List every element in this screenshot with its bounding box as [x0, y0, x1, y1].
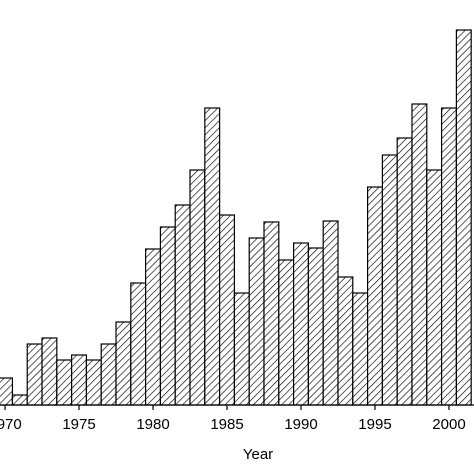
x-tick-label: 1985	[210, 416, 243, 433]
x-tick-label: 1975	[62, 416, 95, 433]
x-axis-label: Year	[243, 446, 273, 463]
x-tick-label: 1990	[284, 416, 317, 433]
bar	[115, 321, 132, 406]
bar	[248, 237, 265, 406]
bar	[352, 292, 369, 406]
bar	[204, 107, 221, 406]
bar	[426, 169, 443, 406]
bar	[0, 377, 14, 406]
bar	[71, 354, 88, 406]
bar	[41, 337, 58, 406]
bar	[130, 282, 147, 406]
bar	[85, 359, 102, 406]
bar	[189, 169, 206, 406]
bar	[263, 221, 280, 406]
bar	[366, 186, 383, 406]
bar	[293, 242, 310, 406]
bar	[26, 343, 43, 406]
x-tick-label: 1995	[358, 416, 391, 433]
bar	[396, 137, 413, 406]
bar	[381, 154, 398, 406]
bar	[56, 359, 73, 406]
bar	[278, 259, 295, 406]
bar	[11, 394, 28, 406]
x-tick-label: 2000	[432, 416, 465, 433]
x-tick-label: 1980	[136, 416, 169, 433]
bar	[174, 204, 191, 406]
x-tick-label: 1970	[0, 416, 22, 433]
bar	[411, 103, 428, 406]
bar	[219, 214, 236, 406]
bar	[455, 29, 472, 406]
bar	[159, 226, 176, 406]
bar	[307, 247, 324, 406]
bar	[322, 220, 339, 406]
bar	[233, 292, 250, 406]
bar	[145, 248, 162, 406]
bar	[440, 107, 457, 406]
bar	[337, 276, 354, 406]
bar	[100, 343, 117, 406]
